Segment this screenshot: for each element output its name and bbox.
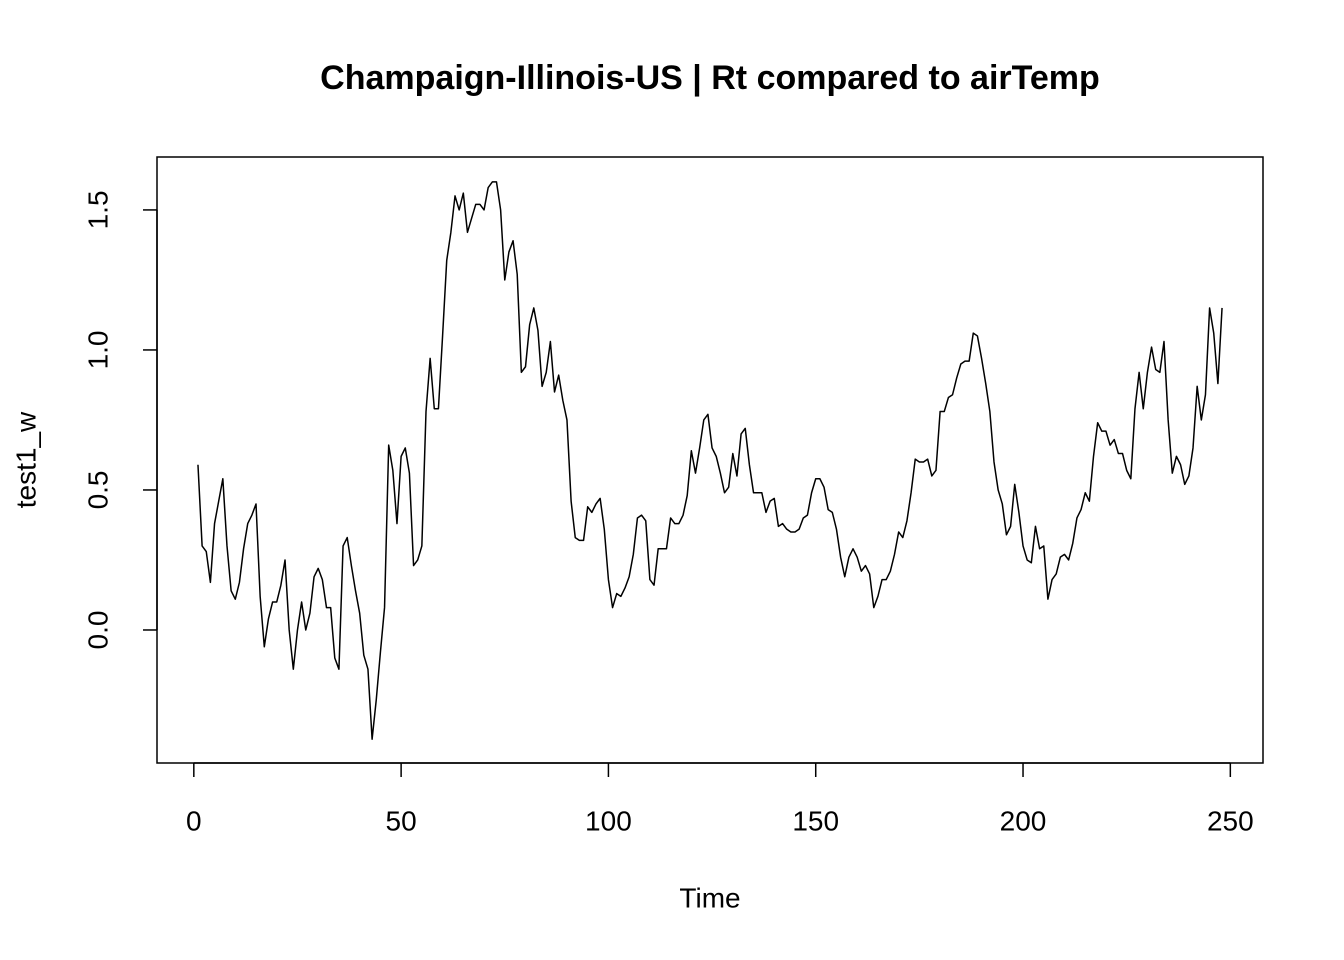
chart-title: Champaign-Illinois-US | Rt compared to a… (320, 59, 1100, 97)
x-axis-label: Time (679, 882, 740, 913)
y-axis-label: test1_w (10, 411, 41, 508)
y-tick-label: 1.5 (82, 190, 113, 229)
x-tick-label: 100 (585, 805, 632, 836)
x-tick-label: 250 (1207, 805, 1254, 836)
x-tick-label: 0 (186, 805, 202, 836)
y-tick-label: 0.5 (82, 470, 113, 509)
x-tick-label: 50 (386, 805, 417, 836)
series-line (197, 181, 1223, 740)
y-tick-label: 1.0 (82, 330, 113, 369)
y-tick-label: 0.0 (82, 611, 113, 650)
x-tick-label: 150 (792, 805, 839, 836)
x-tick-label: 200 (1000, 805, 1047, 836)
